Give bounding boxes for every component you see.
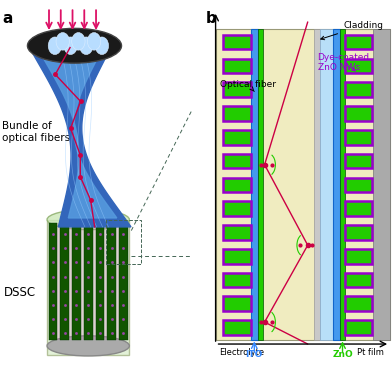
Bar <box>223 273 251 287</box>
Bar <box>216 29 390 340</box>
Bar <box>340 29 345 340</box>
Bar <box>251 29 258 340</box>
Bar <box>373 29 390 340</box>
Text: DSSC: DSSC <box>4 286 36 299</box>
Bar <box>223 154 251 168</box>
Bar <box>57 223 60 340</box>
Bar <box>116 223 119 340</box>
Text: b: b <box>206 11 217 26</box>
Bar <box>72 223 81 340</box>
Bar <box>223 35 251 49</box>
Bar <box>107 223 116 340</box>
Bar <box>223 201 251 216</box>
Bar <box>223 106 251 121</box>
Bar <box>345 296 372 311</box>
Text: Electrolyte: Electrolyte <box>220 348 265 357</box>
Bar <box>60 223 69 340</box>
Bar <box>104 223 107 340</box>
Text: Cladding: Cladding <box>321 21 383 40</box>
Bar <box>69 223 72 340</box>
Text: Dye-coated
ZnO NWs: Dye-coated ZnO NWs <box>318 52 370 72</box>
Polygon shape <box>29 48 131 227</box>
Bar <box>345 154 372 168</box>
Bar <box>345 106 372 121</box>
Bar <box>223 59 251 73</box>
Bar <box>223 320 251 335</box>
Bar <box>223 178 251 192</box>
Bar <box>345 201 372 216</box>
Ellipse shape <box>72 33 85 50</box>
Bar <box>81 223 84 340</box>
Bar <box>345 59 372 73</box>
Text: Pt film: Pt film <box>357 348 384 357</box>
Bar <box>345 178 372 192</box>
Ellipse shape <box>47 336 129 356</box>
Bar <box>345 225 372 240</box>
Ellipse shape <box>48 37 62 55</box>
Bar <box>47 220 129 355</box>
Text: Bundle of
optical fibers: Bundle of optical fibers <box>2 121 70 143</box>
Bar <box>345 320 372 335</box>
Text: a: a <box>2 11 12 26</box>
Bar <box>84 223 93 340</box>
Ellipse shape <box>87 33 101 50</box>
Bar <box>345 130 372 145</box>
Text: ZnO: ZnO <box>332 350 353 359</box>
Text: Optical fiber: Optical fiber <box>220 80 276 92</box>
Ellipse shape <box>64 37 77 55</box>
Bar <box>223 249 251 264</box>
Ellipse shape <box>27 29 122 63</box>
Bar <box>223 82 251 97</box>
Bar <box>345 35 372 49</box>
Bar <box>258 29 263 340</box>
Ellipse shape <box>47 209 129 230</box>
Bar <box>119 223 128 340</box>
Bar <box>321 29 333 340</box>
Bar <box>106 220 141 264</box>
Bar <box>223 296 251 311</box>
Bar <box>345 273 372 287</box>
Bar <box>345 249 372 264</box>
Ellipse shape <box>80 37 93 55</box>
Bar <box>49 223 57 340</box>
Bar <box>333 29 340 340</box>
Ellipse shape <box>95 37 109 55</box>
Polygon shape <box>42 56 117 218</box>
Bar <box>345 82 372 97</box>
Bar <box>223 130 251 145</box>
Bar <box>93 223 96 340</box>
Bar <box>223 225 251 240</box>
Ellipse shape <box>56 33 69 50</box>
Bar <box>314 29 321 340</box>
Text: ITO: ITO <box>246 350 263 359</box>
Bar <box>96 223 104 340</box>
